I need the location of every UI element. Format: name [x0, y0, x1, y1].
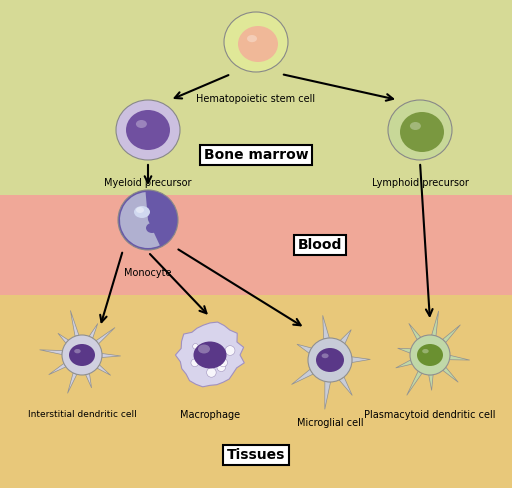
- Polygon shape: [291, 369, 313, 385]
- Text: Hematopoietic stem cell: Hematopoietic stem cell: [197, 94, 315, 104]
- Polygon shape: [39, 350, 62, 355]
- Ellipse shape: [388, 100, 452, 160]
- Polygon shape: [86, 373, 92, 388]
- Polygon shape: [339, 377, 352, 395]
- Wedge shape: [120, 192, 160, 248]
- Polygon shape: [409, 324, 421, 340]
- Text: Plasmacytoid dendritic cell: Plasmacytoid dendritic cell: [364, 410, 496, 420]
- Polygon shape: [102, 353, 121, 358]
- Polygon shape: [340, 329, 351, 344]
- Circle shape: [207, 350, 215, 357]
- Ellipse shape: [224, 12, 288, 72]
- Ellipse shape: [116, 100, 180, 160]
- Circle shape: [207, 368, 216, 377]
- Text: Lymphoid precursor: Lymphoid precursor: [372, 178, 468, 188]
- Circle shape: [217, 363, 226, 371]
- Ellipse shape: [417, 344, 443, 366]
- Polygon shape: [68, 373, 77, 393]
- Ellipse shape: [316, 348, 344, 372]
- Ellipse shape: [198, 345, 210, 353]
- Ellipse shape: [136, 207, 144, 213]
- Ellipse shape: [322, 353, 329, 358]
- Polygon shape: [407, 371, 422, 395]
- Text: Tissues: Tissues: [227, 448, 285, 462]
- Polygon shape: [432, 311, 439, 336]
- Polygon shape: [323, 315, 329, 339]
- Text: Monocyte: Monocyte: [124, 268, 172, 278]
- Ellipse shape: [134, 206, 150, 218]
- Circle shape: [219, 358, 227, 367]
- Ellipse shape: [126, 110, 170, 150]
- Ellipse shape: [422, 349, 429, 353]
- Circle shape: [308, 338, 352, 382]
- Text: Myeloid precursor: Myeloid precursor: [104, 178, 192, 188]
- Bar: [0, 295, 512, 488]
- Polygon shape: [429, 375, 433, 390]
- Polygon shape: [176, 322, 244, 387]
- Circle shape: [216, 358, 222, 364]
- Circle shape: [225, 346, 235, 355]
- Text: Blood: Blood: [298, 238, 342, 252]
- Text: Microglial cell: Microglial cell: [296, 418, 364, 428]
- Polygon shape: [96, 327, 115, 344]
- Ellipse shape: [247, 35, 257, 42]
- Bar: [0, 195, 512, 295]
- Circle shape: [191, 359, 199, 366]
- Text: Interstitial dendritic cell: Interstitial dendritic cell: [28, 410, 136, 419]
- Polygon shape: [97, 365, 111, 375]
- Polygon shape: [352, 357, 370, 363]
- Ellipse shape: [400, 112, 444, 152]
- Bar: [0, 0, 512, 195]
- Circle shape: [410, 335, 450, 375]
- Circle shape: [193, 344, 198, 349]
- Polygon shape: [396, 360, 412, 368]
- Text: Bone marrow: Bone marrow: [204, 148, 308, 162]
- Polygon shape: [49, 364, 66, 375]
- Polygon shape: [443, 367, 458, 382]
- Circle shape: [62, 335, 102, 375]
- Polygon shape: [70, 310, 79, 336]
- Ellipse shape: [74, 349, 81, 353]
- Polygon shape: [398, 348, 411, 353]
- Polygon shape: [442, 325, 460, 343]
- Ellipse shape: [410, 122, 421, 130]
- Ellipse shape: [136, 120, 147, 128]
- Polygon shape: [58, 333, 69, 343]
- Ellipse shape: [194, 342, 226, 368]
- Polygon shape: [297, 344, 311, 353]
- Ellipse shape: [238, 26, 278, 62]
- Circle shape: [199, 346, 205, 352]
- Polygon shape: [89, 324, 98, 338]
- Circle shape: [118, 190, 178, 250]
- Ellipse shape: [69, 344, 95, 366]
- Polygon shape: [325, 382, 331, 409]
- Ellipse shape: [146, 223, 158, 233]
- Text: Macrophage: Macrophage: [180, 410, 240, 420]
- Polygon shape: [450, 355, 470, 360]
